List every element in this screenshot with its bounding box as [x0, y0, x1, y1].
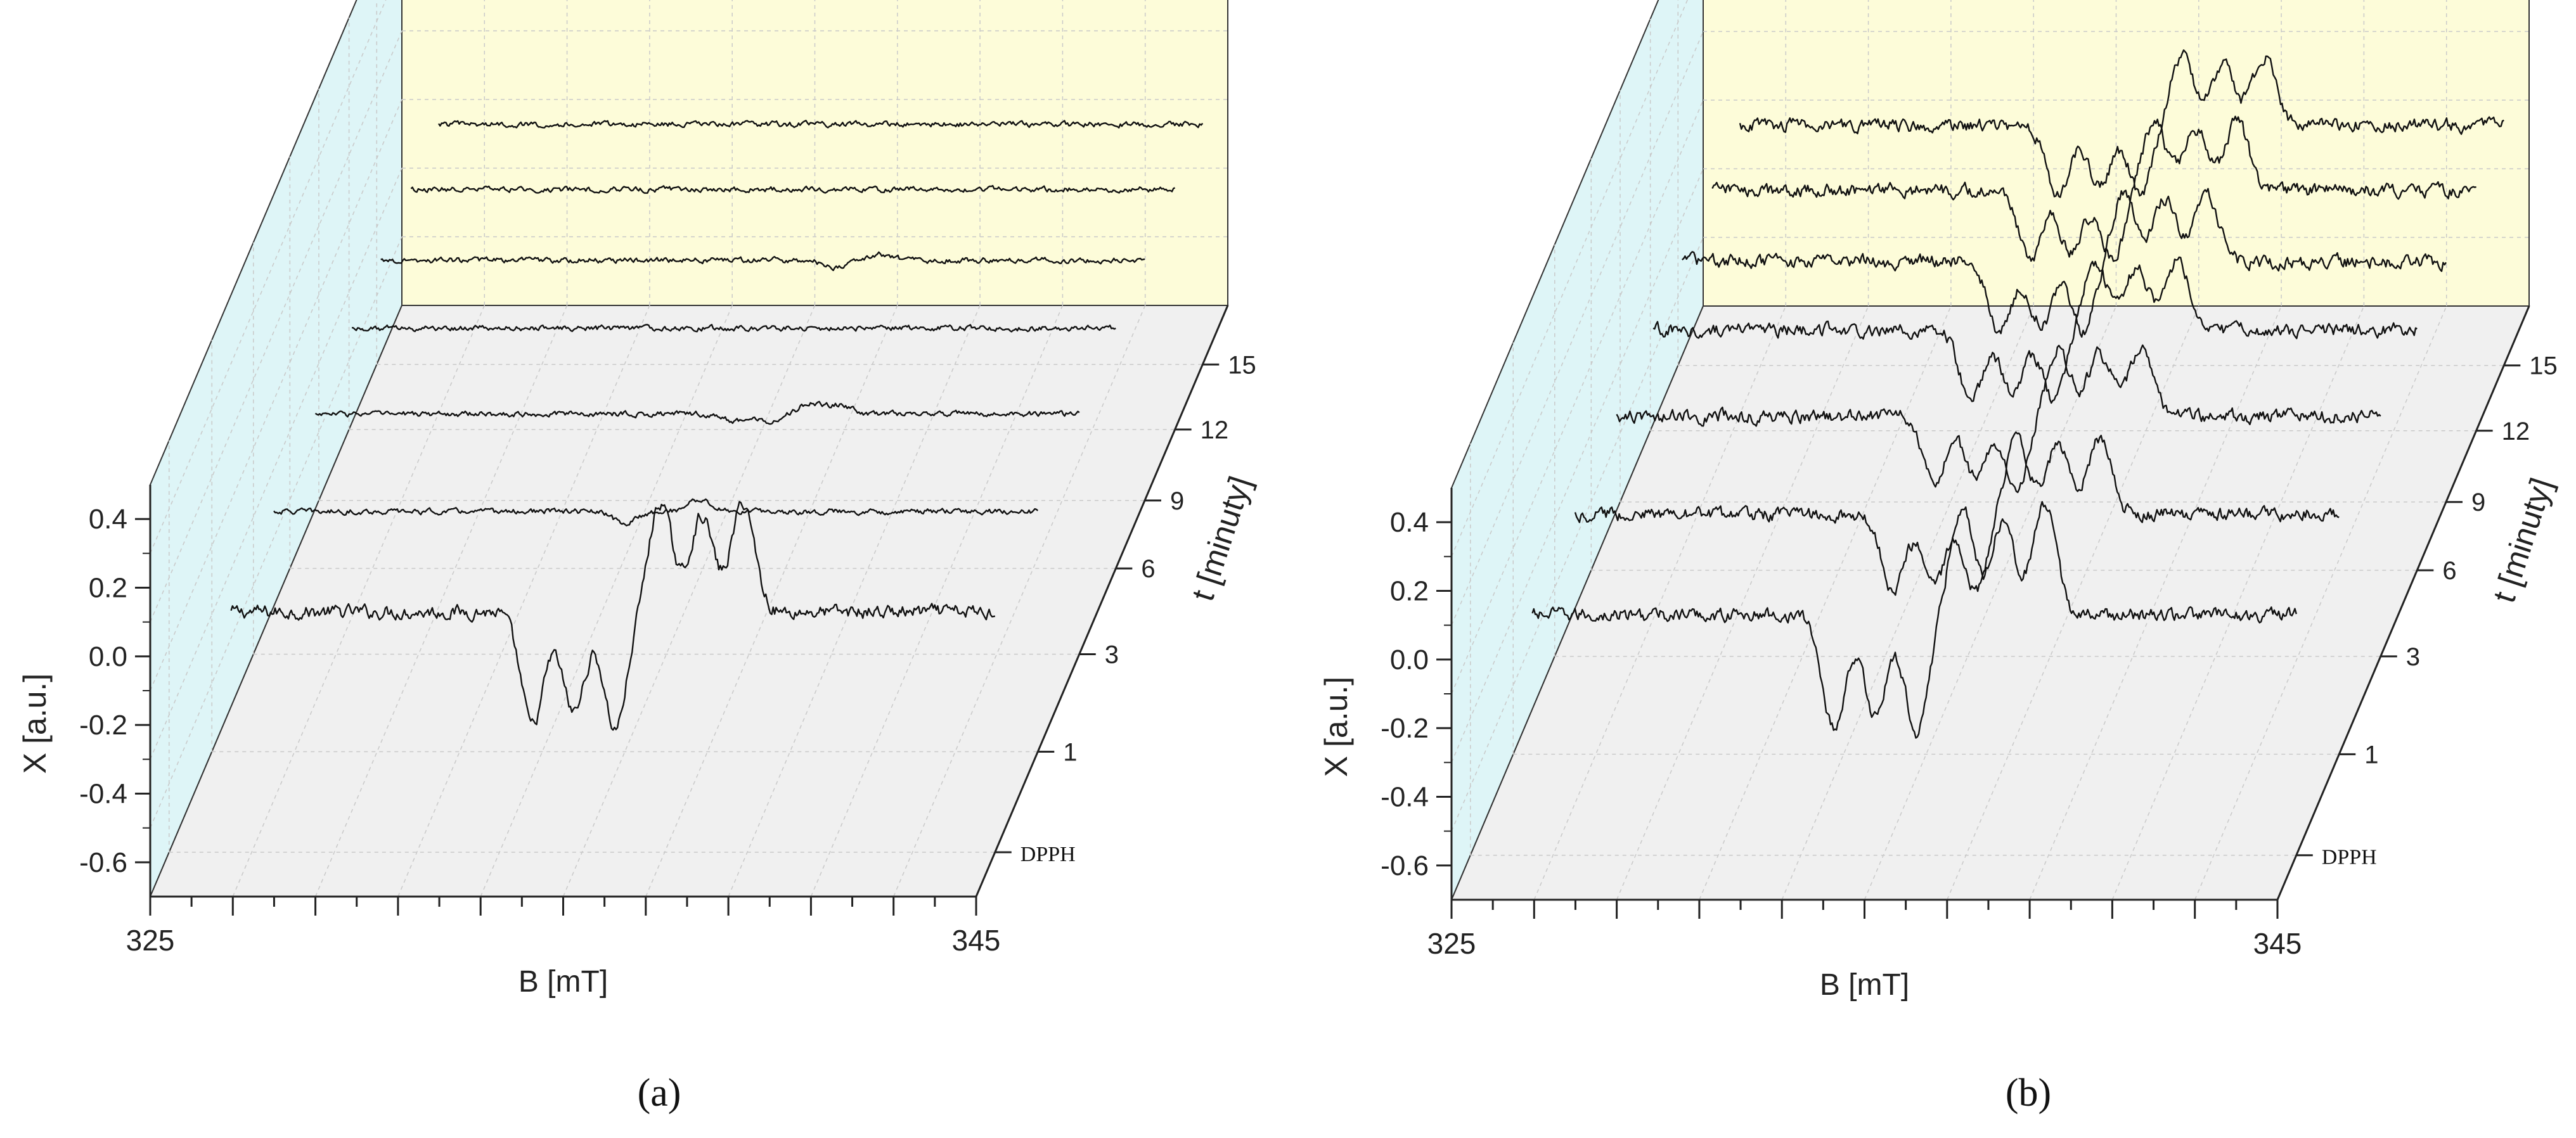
y-axis: 0.4 0.2 0.0 -0.2 -0.4 -0.6 X [a.u.] — [17, 485, 151, 897]
grid — [1451, 0, 2529, 900]
z-tick-label: 3 — [1105, 641, 1119, 668]
grid-line — [1864, 305, 2117, 900]
x-tick-label: 345 — [952, 924, 1001, 957]
grid-line — [150, 30, 402, 622]
y-axis-label: X [a.u.] — [17, 674, 53, 774]
grid-line — [1699, 305, 1952, 900]
series-line-1 — [1574, 431, 2340, 596]
grid-line — [2111, 305, 2365, 900]
grid-line — [397, 305, 650, 897]
series-line-12 — [1711, 115, 2476, 262]
y-tick-label: -0.4 — [79, 779, 127, 810]
series-line-9 — [380, 251, 1145, 271]
series-line-12 — [410, 184, 1176, 194]
grid-line — [562, 305, 816, 897]
traces — [1531, 49, 2504, 739]
series-line-3 — [314, 400, 1080, 425]
z-axis-line — [2276, 305, 2530, 900]
grid-line — [893, 305, 1146, 897]
y-tick-label: 0.4 — [1390, 507, 1429, 538]
y-tick-label: 0.4 — [89, 504, 127, 535]
y-axis-label: X [a.u.] — [1318, 677, 1354, 777]
series-line-15 — [1739, 49, 2504, 198]
grid — [150, 0, 1228, 897]
z-tick-label: 15 — [2529, 352, 2558, 380]
grid-line — [480, 305, 733, 897]
grid-line — [1533, 305, 1786, 900]
grid-line — [1451, 169, 1704, 763]
y-tick-label: -0.2 — [79, 710, 127, 741]
z-tick-label: 9 — [2471, 489, 2485, 516]
x-axis-label: B [mT] — [1820, 968, 1909, 1002]
grid-line — [232, 305, 485, 897]
y-tick-label: 0.2 — [89, 573, 127, 604]
x-tick-label: 325 — [1427, 927, 1476, 960]
grid-line — [150, 168, 402, 760]
y-tick-label: -0.6 — [1381, 850, 1429, 881]
series-line-DPPH — [230, 501, 996, 731]
z-tick-label: 6 — [1141, 555, 1155, 583]
traces — [230, 119, 1204, 731]
grid-line — [2029, 305, 2282, 900]
grid-line — [1947, 305, 2199, 900]
series-line-9 — [1681, 188, 2447, 338]
z-tick-label: DPPH — [1021, 843, 1076, 866]
z-tick-label: 12 — [2502, 418, 2530, 445]
x-axis: 325 345 B [mT] — [1427, 898, 2302, 1002]
y-axis: 0.4 0.2 0.0 -0.2 -0.4 -0.6 X [a.u.] — [1318, 488, 1453, 900]
panel-b: 0.4 0.2 0.0 -0.2 -0.4 -0.6 X [a.u.] 325 345 B [mT… — [1318, 0, 2560, 1115]
grid-line — [150, 99, 402, 691]
z-tick-label: 6 — [2442, 557, 2456, 585]
y-tick-label: -0.4 — [1381, 782, 1429, 813]
y-tick-label: 0.0 — [89, 641, 127, 672]
grid-line — [314, 305, 568, 897]
grid-line — [1451, 99, 1704, 694]
grid-line — [645, 305, 898, 897]
series-line-6 — [1652, 256, 2418, 404]
grid-line — [1451, 31, 1704, 625]
x-axis: 325 345 B [mT] — [126, 895, 1001, 999]
panel-a: 0.4 0.2 0.0 -0.2 -0.4 -0.6 X [a.u.] 325 345 B [mT… — [17, 0, 1258, 1115]
z-axis-label: t [minuty] — [2486, 473, 2560, 606]
z-tick-label: 12 — [1201, 416, 1229, 444]
grid-line — [1451, 0, 1688, 557]
series-line-DPPH — [1531, 501, 2297, 739]
grid-line — [1781, 305, 2034, 900]
grid-line — [2194, 305, 2447, 900]
y-tick-label: -0.6 — [79, 847, 127, 878]
grid-line — [150, 0, 387, 554]
z-tick-label: 9 — [1170, 487, 1184, 515]
z-tick-label: 1 — [2364, 741, 2378, 769]
grid-line — [1616, 305, 1869, 900]
z-tick-label: DPPH — [2322, 846, 2377, 869]
x-tick-label: 325 — [126, 924, 175, 957]
z-axis-label: t [minuty] — [1185, 472, 1258, 605]
grid-line — [1451, 237, 1704, 831]
grid-line — [150, 236, 402, 828]
x-tick-label: 345 — [2253, 927, 2302, 960]
series-line-15 — [437, 119, 1204, 129]
panel-label: (a) — [638, 1071, 681, 1115]
series-line-1 — [273, 498, 1039, 527]
y-tick-label: -0.2 — [1381, 713, 1429, 744]
grid-line — [810, 305, 1064, 897]
y-tick-label: 0.2 — [1390, 576, 1429, 607]
series-line-6 — [351, 324, 1116, 333]
grid-line — [728, 305, 981, 897]
z-tick-label: 1 — [1063, 738, 1077, 766]
y-tick-label: 0.0 — [1390, 644, 1429, 675]
z-tick-label: 15 — [1228, 351, 1256, 379]
x-axis-label: B [mT] — [518, 965, 608, 999]
series-line-3 — [1616, 344, 2381, 494]
z-axis-line — [975, 305, 1229, 897]
panel-label: (b) — [2006, 1071, 2051, 1115]
z-tick-label: 3 — [2406, 643, 2420, 671]
